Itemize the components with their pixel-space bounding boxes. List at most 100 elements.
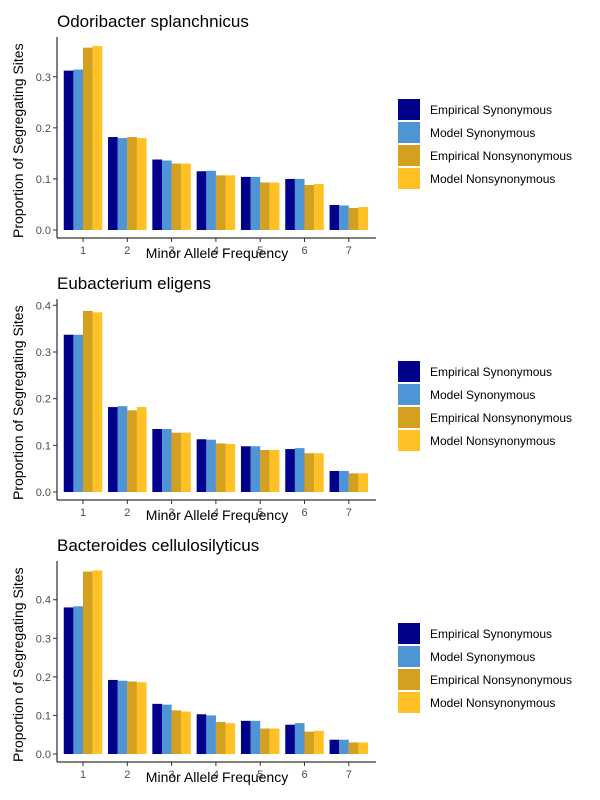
legend-swatch: [398, 407, 420, 428]
x-tick-label: 1: [80, 769, 86, 781]
x-tick-label: 5: [257, 507, 263, 519]
bar: [161, 704, 172, 754]
bar: [152, 159, 163, 230]
bar: [63, 607, 74, 754]
chart-title: Bacteroides cellulosilyticus: [57, 536, 260, 555]
bar: [108, 137, 118, 230]
chart-plot-2: 0.0 0.1 0.2 0.3 0.4 1 2 3 4 5 6 7: [36, 299, 376, 519]
x-tick-label: 3: [169, 507, 175, 519]
bar: [225, 443, 236, 492]
legend-swatch: [398, 384, 420, 405]
bar: [348, 208, 359, 230]
bar: [171, 432, 182, 492]
legend-label: Empirical Synonymous: [430, 364, 553, 379]
x-tick-label: 7: [346, 769, 352, 781]
y-tick-label: 0.3: [36, 347, 51, 359]
y-tick-label: 0.4: [36, 595, 51, 607]
bar: [117, 138, 128, 230]
chart-panel-1: 0.0 0.1 0.2 0.3 1 2 3 4 5 6 7 Odoribacter splanchn…: [0, 12, 600, 274]
bar: [152, 703, 163, 754]
bar: [215, 721, 226, 754]
bar: [82, 310, 93, 492]
y-tick-label: 0.0: [36, 487, 51, 499]
legend-label: Model Nonsynonymous: [430, 433, 556, 448]
bar: [171, 163, 182, 230]
bar: [329, 204, 340, 230]
x-tick-label: 4: [213, 507, 219, 519]
legend-label: Model Nonsynonymous: [430, 695, 556, 710]
bar: [304, 731, 315, 754]
bar: [358, 207, 369, 230]
y-tick-label: 0.0: [36, 225, 51, 237]
bar: [127, 137, 137, 230]
bar: [196, 439, 207, 492]
bar: [108, 407, 118, 492]
x-tick-label: 6: [301, 245, 307, 257]
bar: [225, 175, 236, 230]
bar: [260, 728, 270, 754]
bar: [196, 714, 207, 754]
bar: [294, 448, 305, 492]
y-tick-label: 0.3: [36, 633, 51, 645]
bar: [215, 443, 226, 492]
legend-swatch: [398, 122, 420, 143]
bar: [73, 69, 84, 230]
bar: [260, 182, 270, 230]
chart-legend: Empirical Synonymous Model Synonymous Em…: [398, 98, 572, 190]
y-tick-label: 0.4: [36, 300, 51, 312]
x-tick-label: 4: [213, 245, 219, 257]
bar: [215, 175, 226, 230]
legend-swatch: [398, 623, 420, 644]
legend-swatch: [398, 168, 420, 189]
x-tick-label: 2: [124, 769, 130, 781]
bar: [240, 446, 251, 492]
bar: [250, 446, 261, 492]
chart-plot-1: 0.0 0.1 0.2 0.3 1 2 3 4 5 6 7: [36, 37, 376, 257]
chart-legend: Empirical Synonymous Model Synonymous Em…: [398, 622, 572, 714]
legend-item: Model Synonymous: [398, 645, 572, 668]
bar: [240, 720, 251, 754]
bar: [73, 606, 84, 754]
bar: [358, 473, 369, 492]
legend-label: Empirical Nonsynonymous: [430, 410, 573, 425]
legend-item: Empirical Synonymous: [398, 360, 572, 383]
bar: [314, 184, 324, 230]
x-tick-label: 4: [213, 769, 219, 781]
x-axis-label: Minor Allele Frequency: [145, 769, 289, 785]
bar: [63, 334, 74, 492]
bar: [136, 407, 147, 492]
bar: [314, 730, 324, 754]
bar: [152, 429, 163, 492]
bar: [294, 178, 305, 230]
bar: [358, 742, 369, 754]
legend-label: Empirical Nonsynonymous: [430, 148, 573, 163]
legend-label: Empirical Synonymous: [430, 102, 553, 117]
x-tick-label: 3: [169, 769, 175, 781]
legend-swatch: [398, 99, 420, 120]
y-axis-label: Proportion of Segregating Sites: [10, 305, 26, 500]
x-tick-label: 3: [169, 245, 175, 257]
legend-swatch: [398, 692, 420, 713]
legend-item: Model Synonymous: [398, 383, 572, 406]
x-tick-label: 2: [124, 507, 130, 519]
legend-swatch: [398, 646, 420, 667]
legend-label: Model Synonymous: [430, 649, 536, 664]
legend-label: Model Synonymous: [430, 387, 536, 402]
y-tick-label: 0.2: [36, 394, 51, 406]
legend-item: Empirical Nonsynonymous: [398, 668, 572, 691]
y-tick-label: 0.0: [36, 749, 51, 761]
y-tick-label: 0.3: [36, 72, 51, 84]
legend-swatch: [398, 145, 420, 166]
bar: [127, 410, 137, 492]
legend-item: Empirical Nonsynonymous: [398, 144, 572, 167]
y-tick-label: 0.1: [36, 440, 51, 452]
x-tick-label: 1: [80, 507, 86, 519]
bar: [339, 205, 349, 230]
bar: [269, 728, 280, 754]
bar: [269, 182, 280, 230]
bar: [73, 334, 84, 492]
legend-item: Empirical Synonymous: [398, 98, 572, 121]
y-tick-label: 0.2: [36, 123, 51, 135]
x-tick-label: 2: [124, 245, 130, 257]
bar: [181, 711, 191, 754]
